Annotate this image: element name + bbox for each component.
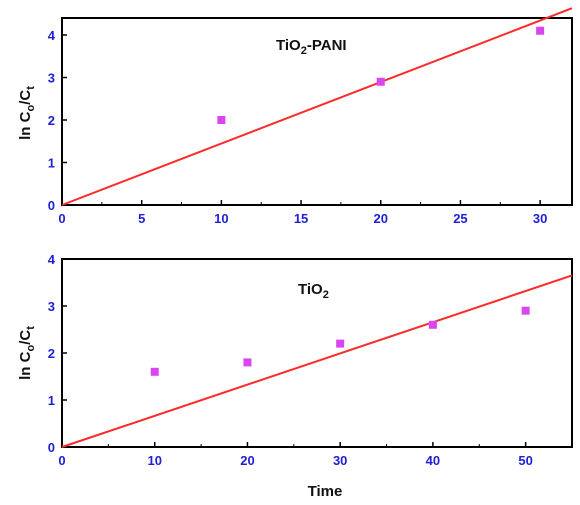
ticks-bottom: 0 10 20 30 40 50 0 1 2 3 4 (48, 252, 573, 468)
plot-frame-top (61, 17, 573, 206)
panel-label-bottom: TiO2 (298, 281, 329, 301)
y-tick-label: 2 (48, 113, 55, 128)
data-point (521, 306, 530, 315)
data-point (150, 367, 159, 376)
points-top (217, 26, 545, 124)
y-tick-label: 0 (48, 440, 55, 455)
x-axis-label-bottom: Time (308, 483, 343, 500)
y-tick-label: 3 (48, 299, 55, 314)
panel-label-top: TiO2-PANI (276, 37, 347, 57)
data-point (428, 320, 437, 329)
x-tick-label: 15 (294, 211, 308, 226)
y-tick-label: 3 (48, 71, 55, 86)
x-tick-label: 20 (240, 453, 254, 468)
x-tick-label: 0 (58, 453, 65, 468)
y-tick-label: 2 (48, 346, 55, 361)
y-tick-label: 1 (48, 393, 55, 408)
panel-tio2: 0 10 20 30 40 50 0 1 2 3 4 TiO2 ln Co/Ct Time (17, 252, 573, 500)
x-tick-label: 30 (333, 453, 347, 468)
data-point (536, 26, 545, 35)
x-tick-label: 30 (533, 211, 547, 226)
x-tick-label: 5 (138, 211, 145, 226)
x-tick-label: 50 (518, 453, 532, 468)
data-point (336, 339, 345, 348)
y-tick-label: 4 (48, 28, 56, 43)
data-point (217, 116, 226, 124)
x-tick-label: 40 (426, 453, 440, 468)
x-tick-label: 0 (58, 211, 65, 226)
y-axis-label-bottom: ln Co/Ct (17, 326, 37, 380)
y-tick-label: 1 (48, 156, 55, 171)
x-tick-label: 20 (374, 211, 388, 226)
data-point (376, 77, 385, 86)
y-axis-label-top: ln Co/Ct (17, 86, 37, 140)
fit-line-top (61, 7, 573, 206)
x-tick-label: 25 (453, 211, 467, 226)
ticks-top: 0 5 10 15 20 25 30 0 1 2 3 4 (48, 28, 548, 226)
y-tick-label: 4 (48, 252, 56, 267)
panel-tio2-pani: 0 5 10 15 20 25 30 0 1 2 3 4 TiO2-PANI ln Co/Ct (17, 7, 573, 226)
points-bottom (150, 306, 530, 376)
fit-line-bottom (61, 274, 573, 448)
x-tick-label: 10 (214, 211, 228, 226)
x-tick-label: 10 (147, 453, 161, 468)
data-point (243, 358, 252, 367)
y-tick-label: 0 (48, 198, 55, 213)
